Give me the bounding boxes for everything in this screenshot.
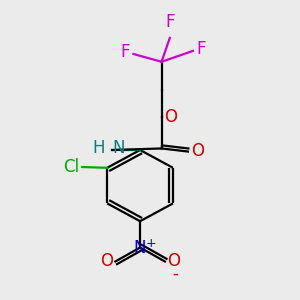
Text: +: + [146, 237, 157, 250]
Text: O: O [167, 253, 181, 271]
Text: -: - [172, 265, 178, 283]
Text: Cl: Cl [63, 158, 79, 176]
Text: N: N [134, 238, 146, 256]
Text: F: F [196, 40, 206, 58]
Text: O: O [191, 142, 204, 160]
Text: O: O [100, 253, 113, 271]
Text: H: H [92, 140, 105, 158]
Text: N: N [113, 140, 125, 158]
Text: F: F [121, 44, 130, 62]
Text: O: O [164, 109, 177, 127]
Text: F: F [165, 13, 175, 31]
